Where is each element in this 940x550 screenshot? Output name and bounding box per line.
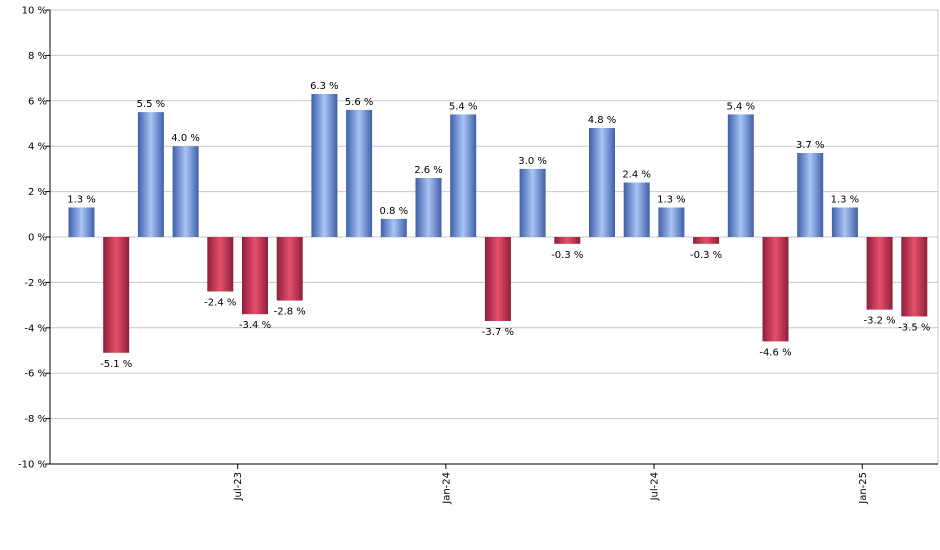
bar bbox=[68, 207, 95, 237]
y-tick-label: -10 % bbox=[18, 460, 47, 471]
bar-value-label: -0.3 % bbox=[690, 250, 722, 261]
bar-value-label: 3.7 % bbox=[796, 140, 825, 151]
y-tick-label: 0 % bbox=[28, 233, 47, 244]
y-tick-label: 10 % bbox=[22, 6, 47, 17]
bars bbox=[68, 93, 928, 353]
bar bbox=[380, 218, 407, 237]
x-tick-label: Jul-24 bbox=[650, 472, 661, 501]
bar bbox=[727, 114, 754, 237]
bar bbox=[137, 112, 164, 237]
bar bbox=[901, 237, 928, 317]
bar bbox=[797, 153, 824, 237]
bar-value-label: -5.1 % bbox=[100, 359, 132, 370]
bar-value-label: 1.3 % bbox=[831, 194, 860, 205]
bar bbox=[519, 168, 546, 237]
bar-value-label: 3.0 % bbox=[518, 156, 547, 167]
y-tick-label: -8 % bbox=[24, 414, 47, 425]
bar-value-label: 6.3 % bbox=[310, 81, 339, 92]
bar-value-label: -3.4 % bbox=[239, 320, 271, 331]
bar-value-label: -2.8 % bbox=[274, 307, 306, 318]
y-tick-label: -6 % bbox=[24, 369, 47, 380]
bar bbox=[207, 237, 234, 292]
bar bbox=[242, 237, 268, 315]
bar-value-label: -3.2 % bbox=[863, 316, 895, 327]
y-tick-label: 2 % bbox=[28, 187, 47, 198]
bar-value-label: 5.4 % bbox=[449, 101, 478, 112]
x-tick-label: Jul-23 bbox=[233, 472, 244, 501]
bar bbox=[276, 237, 303, 301]
data-labels: 1.3 % -5.1 % 5.5 % 4.0 % -2.4 % -3.4 %-2.8 % 6… bbox=[67, 81, 930, 370]
y-tick-label: 4 % bbox=[28, 142, 47, 153]
x-tick-label: Jan-24 bbox=[441, 472, 452, 505]
bar bbox=[311, 93, 338, 238]
bar-value-label: -3.7 % bbox=[482, 327, 514, 338]
bar bbox=[346, 109, 373, 237]
bar bbox=[484, 237, 511, 321]
bar-value-label: 2.6 % bbox=[414, 165, 443, 176]
bar bbox=[658, 207, 685, 237]
bar-value-label: 1.3 % bbox=[67, 194, 96, 205]
bar-value-label: -0.3 % bbox=[551, 250, 583, 261]
bar bbox=[623, 182, 650, 237]
bar-value-label: 0.8 % bbox=[380, 206, 409, 217]
bar bbox=[450, 114, 477, 237]
bar-value-label: -3.5 % bbox=[898, 322, 930, 333]
bar bbox=[103, 237, 130, 353]
bar-value-label: 5.4 % bbox=[727, 101, 756, 112]
y-tick-label: 8 % bbox=[28, 51, 47, 62]
y-tick-label: -4 % bbox=[24, 323, 47, 334]
bar bbox=[554, 237, 581, 244]
bar-value-label: 4.8 % bbox=[588, 115, 617, 126]
bar bbox=[589, 128, 615, 237]
bar-value-label: 5.5 % bbox=[137, 99, 166, 110]
bar-value-label: 1.3 % bbox=[657, 194, 686, 205]
y-tick-label: 6 % bbox=[28, 96, 47, 107]
bar bbox=[415, 177, 442, 237]
bar bbox=[762, 237, 789, 342]
axes: -10 % -8 % -6 % -4 % -2 % 0 % 2 % 4 % 6 % 8 % 10 %… bbox=[18, 6, 938, 505]
bar-value-label: 2.4 % bbox=[622, 170, 651, 181]
bar bbox=[693, 237, 720, 244]
bar bbox=[831, 207, 858, 237]
bar bbox=[866, 237, 893, 310]
bar bbox=[172, 146, 199, 237]
bar-value-label: -4.6 % bbox=[759, 347, 791, 358]
bar-value-label: 5.6 % bbox=[345, 97, 374, 108]
bar-value-label: 4.0 % bbox=[171, 133, 200, 144]
x-tick-label: Jan-25 bbox=[858, 472, 869, 505]
y-tick-label: -2 % bbox=[24, 278, 47, 289]
bar-value-label: -2.4 % bbox=[204, 297, 236, 308]
